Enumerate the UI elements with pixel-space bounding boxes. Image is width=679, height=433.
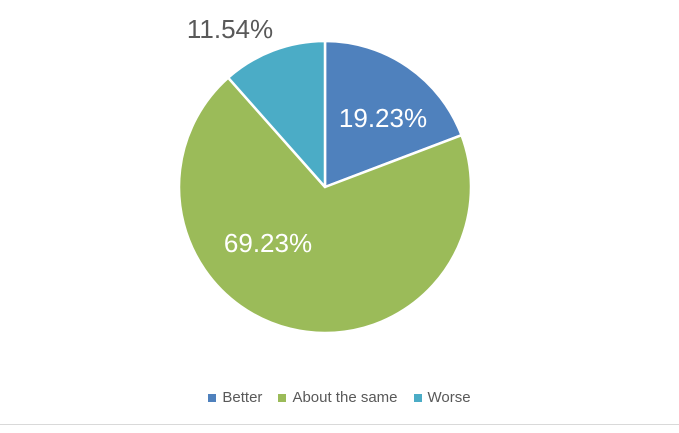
data-label-about-the-same: 69.23%: [224, 228, 312, 258]
pie-slice-about-the-same: [177, 76, 473, 335]
pie-slice-worse: [226, 39, 327, 189]
legend-item-worse: Worse: [413, 389, 471, 406]
chart-legend: Better About the same Worse: [0, 389, 679, 406]
data-label-worse: 11.54%: [187, 14, 273, 44]
pie-slice-better: [323, 39, 463, 189]
legend-label-about-the-same: About the same: [292, 389, 398, 406]
legend-item-about-the-same: About the same: [278, 389, 398, 406]
bottom-divider: [0, 424, 679, 425]
legend-swatch-about-the-same: [278, 393, 287, 402]
legend-item-better: Better: [208, 389, 262, 406]
legend-swatch-worse: [413, 393, 422, 402]
legend-swatch-better: [208, 393, 217, 402]
data-label-better: 19.23%: [339, 103, 427, 133]
legend-label-worse: Worse: [427, 389, 471, 406]
legend-label-better: Better: [222, 389, 263, 406]
